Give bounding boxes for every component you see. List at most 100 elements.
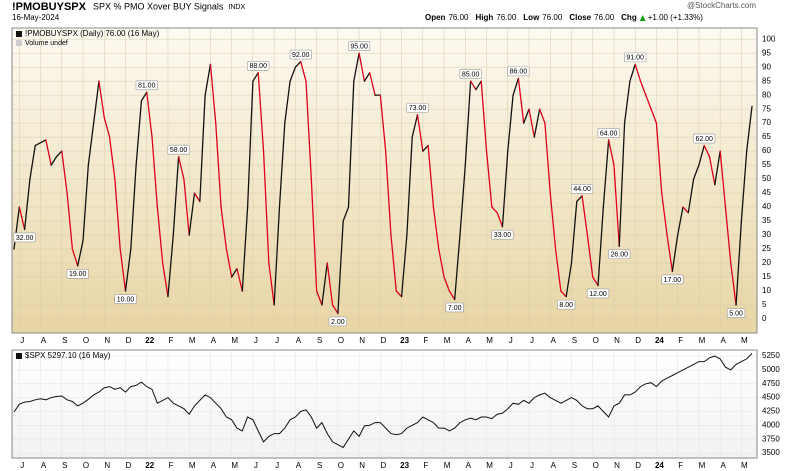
line-segment xyxy=(172,156,180,236)
line-segment xyxy=(262,150,270,264)
x-tick-label: A xyxy=(551,461,557,470)
line-segment xyxy=(305,80,312,180)
value-label: 64.00 xyxy=(600,130,618,137)
value-label: 44.00 xyxy=(573,186,591,193)
x-tick-label: J xyxy=(530,461,534,470)
line-segment xyxy=(512,77,520,96)
line-segment xyxy=(464,80,472,166)
line-segment xyxy=(66,192,74,250)
line-segment xyxy=(724,206,732,264)
line-segment xyxy=(592,276,599,287)
value-label-box xyxy=(608,249,631,260)
y-tick-label: 65 xyxy=(762,132,771,141)
line-segment xyxy=(34,142,42,147)
value-label-box xyxy=(247,60,270,71)
panel-frame xyxy=(11,349,758,459)
x-tick-label: O xyxy=(83,461,89,470)
x-tick-label: O xyxy=(593,461,599,470)
quote-value: 76.00 xyxy=(496,13,517,22)
line-segment xyxy=(55,150,63,158)
x-tick-label: A xyxy=(720,336,726,345)
value-label-box xyxy=(328,316,347,327)
x-tick-label: O xyxy=(83,336,89,345)
line-segment xyxy=(618,122,626,247)
line-segment xyxy=(485,150,493,208)
line-segment xyxy=(284,80,291,124)
y-tick-label: 35 xyxy=(762,216,771,225)
quote-label: Low xyxy=(523,13,540,22)
line-segment xyxy=(337,220,344,315)
line-segment xyxy=(427,144,435,208)
x-tick-label: J xyxy=(275,461,279,470)
line-segment xyxy=(491,206,498,214)
line-segment xyxy=(130,164,137,250)
x-tick-label: A xyxy=(466,461,472,470)
x-tick-label: M xyxy=(486,336,493,345)
y-tick-label: 90 xyxy=(762,62,771,71)
line-segment xyxy=(310,178,318,292)
line-segment xyxy=(565,262,573,298)
line-segment xyxy=(448,290,456,301)
line-segment xyxy=(661,192,668,236)
line-segment xyxy=(746,105,753,152)
x-tick-label: 23 xyxy=(400,461,409,470)
watermark: @StockCharts.com xyxy=(687,1,756,10)
y-tick-label: 15 xyxy=(762,272,771,281)
x-tick-label: N xyxy=(359,336,365,345)
line-segment xyxy=(326,262,334,306)
line-segment xyxy=(347,80,355,208)
y-tick-label: 0 xyxy=(762,314,767,323)
value-label-box xyxy=(597,128,620,138)
quote: Open 76.00 High 76.00 Low 76.00 Close 76.00 Chg +… xyxy=(425,13,703,22)
line-segment xyxy=(730,262,737,306)
value-label: 32.00 xyxy=(16,235,34,242)
value-label-box xyxy=(557,299,576,310)
symbol: !PMOBUYSPX xyxy=(12,1,87,13)
line-segment xyxy=(400,234,408,298)
line-segment xyxy=(29,144,36,180)
up-arrow xyxy=(639,15,646,21)
x-tick-label: N xyxy=(104,461,110,470)
y-tick-label: 95 xyxy=(762,48,771,57)
value-label-box xyxy=(66,269,89,279)
x-tick-label: A xyxy=(466,336,472,345)
x-tick-label: M xyxy=(741,461,748,470)
line-segment xyxy=(167,234,174,298)
line-segment xyxy=(220,206,228,250)
value-label: 73.00 xyxy=(409,105,427,112)
y-tick-label: 4500 xyxy=(762,393,780,402)
line-segment xyxy=(61,150,68,194)
y-tick-label: 10 xyxy=(762,286,771,295)
line-segment xyxy=(151,136,159,208)
x-tick-label: D xyxy=(635,461,641,470)
line-segment xyxy=(576,195,583,203)
x-tick-label: J xyxy=(509,336,513,345)
x-tick-label: M xyxy=(699,336,706,345)
value-label: 19.00 xyxy=(69,271,87,278)
quote-value: +1.00 (+1.33%) xyxy=(648,13,703,22)
price-line xyxy=(13,353,753,449)
line-segment xyxy=(422,144,429,152)
line-segment xyxy=(294,60,302,68)
value-label-box xyxy=(445,302,464,313)
line-segment xyxy=(278,122,286,208)
x-tick-label: O xyxy=(338,336,344,345)
y-tick-label: 55 xyxy=(762,160,771,169)
x-tick-label: M xyxy=(189,336,196,345)
line-segment xyxy=(507,94,514,152)
line-segment xyxy=(119,248,127,292)
x-tick-label: J xyxy=(530,336,534,345)
line-segment xyxy=(124,248,132,292)
line-segment xyxy=(480,80,488,152)
line-segment xyxy=(454,234,461,301)
value-label-box xyxy=(491,229,514,240)
x-tick-label: D xyxy=(380,461,386,470)
line-segment xyxy=(162,262,169,298)
x-tick-label: D xyxy=(126,461,132,470)
y-tick-label: 30 xyxy=(762,230,771,239)
x-tick-label: J xyxy=(254,336,258,345)
line-segment xyxy=(236,267,243,292)
x-tick-label: S xyxy=(62,336,67,345)
line-segment xyxy=(241,206,249,292)
line-segment xyxy=(517,77,525,124)
